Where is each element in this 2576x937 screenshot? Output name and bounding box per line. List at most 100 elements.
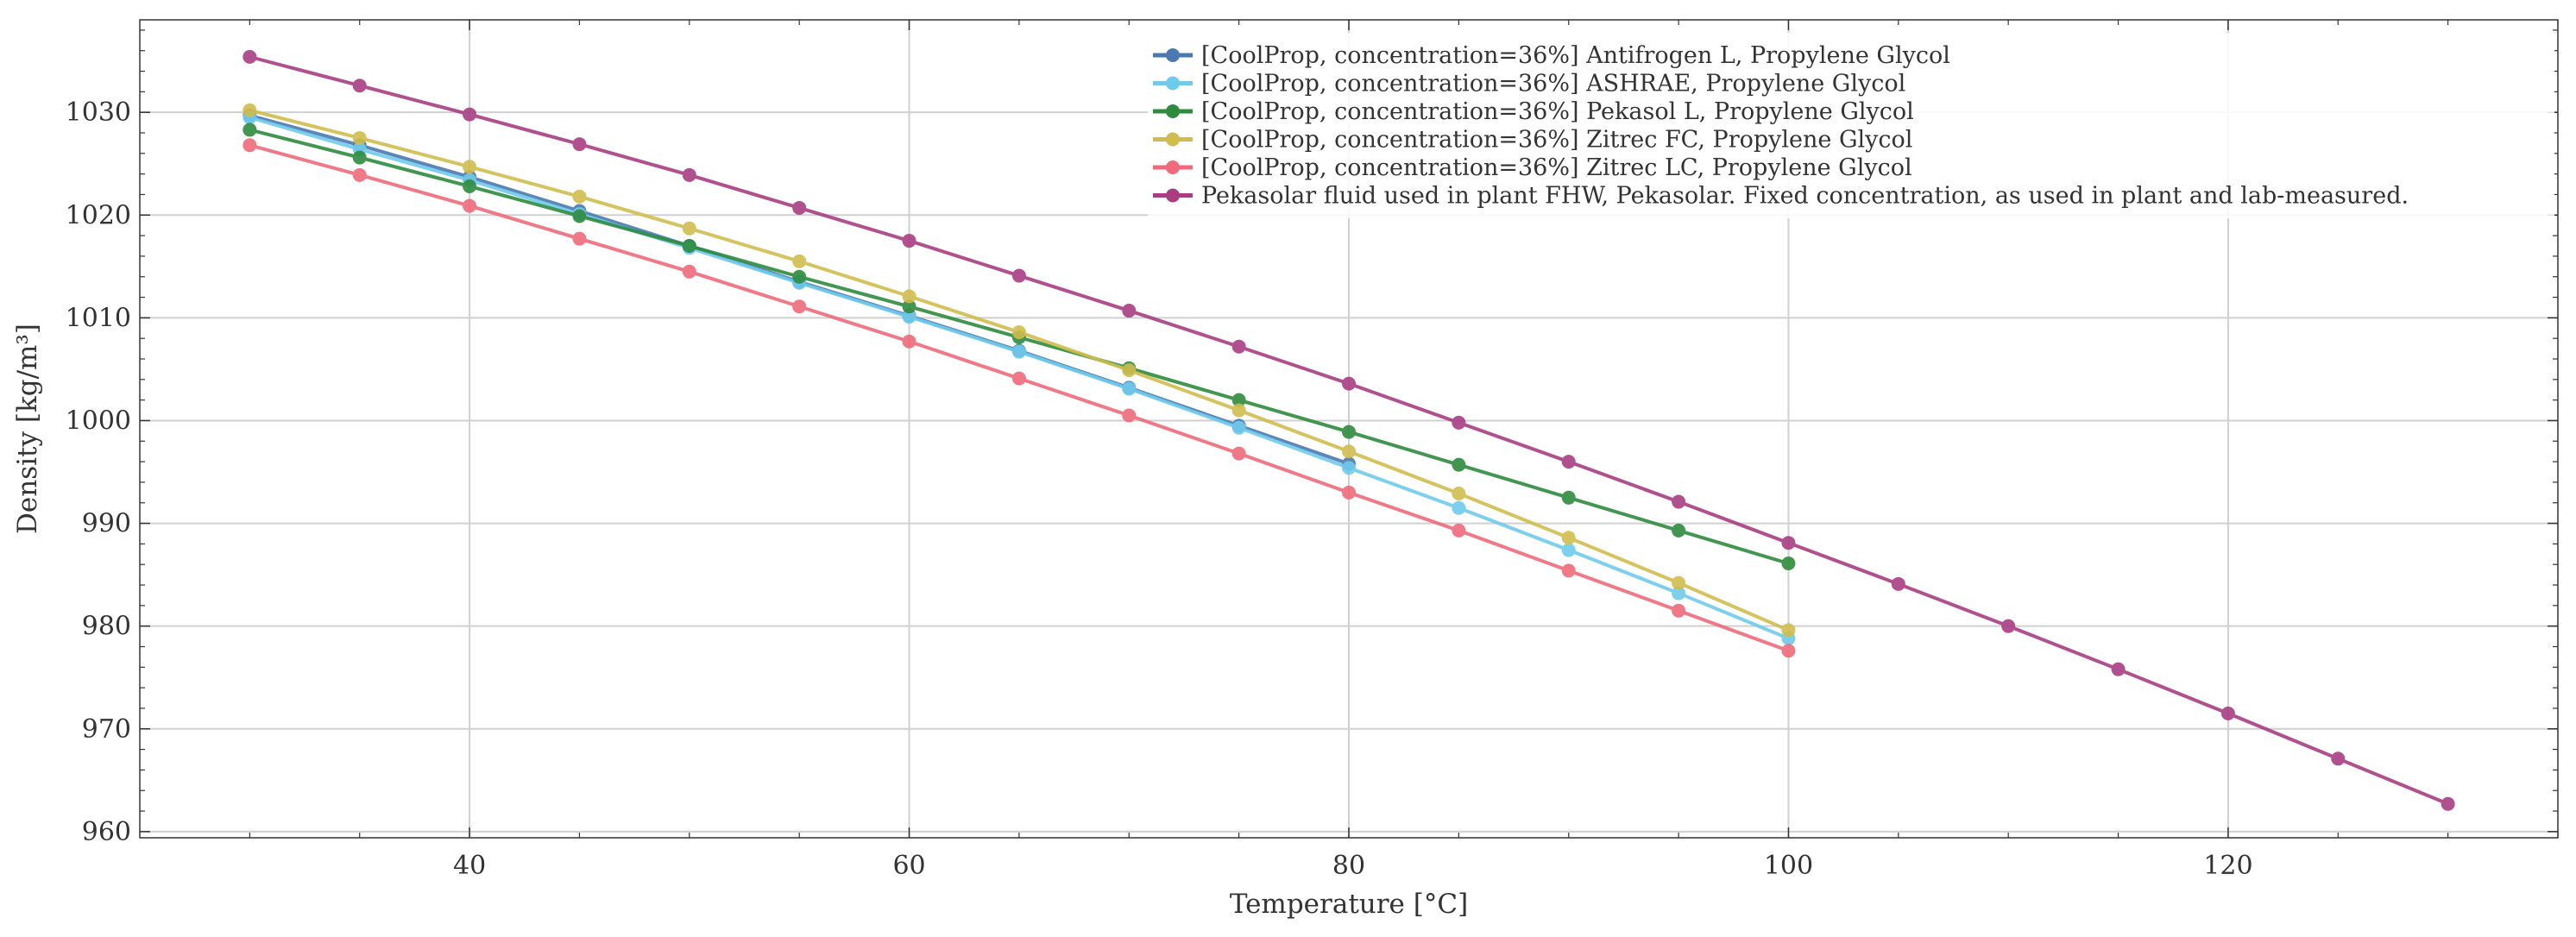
- legend-marker: [1166, 48, 1180, 62]
- data-point: [1672, 575, 1686, 590]
- series-layer: [242, 49, 2455, 811]
- legend-marker: [1166, 132, 1180, 147]
- legend-marker: [1166, 76, 1180, 91]
- x-tick-label: 60: [892, 851, 925, 881]
- data-point: [1561, 543, 1576, 557]
- y-tick-label: 1010: [66, 303, 131, 333]
- data-point: [352, 130, 367, 145]
- data-point: [463, 107, 477, 122]
- data-point: [682, 221, 696, 236]
- data-point: [792, 299, 807, 314]
- legend-label: [CoolProp, concentration=36%] Antifrogen…: [1201, 42, 1950, 69]
- data-point: [1011, 344, 1026, 359]
- data-point: [1231, 393, 1246, 407]
- data-point: [1342, 424, 1356, 439]
- y-tick-label: 1030: [66, 97, 131, 128]
- legend-box: [1148, 33, 2554, 218]
- data-point: [2331, 751, 2346, 766]
- data-point: [1561, 455, 1576, 469]
- series-line: [249, 143, 1790, 653]
- data-point: [1781, 644, 1796, 658]
- data-point: [242, 49, 257, 64]
- y-tick-label: 990: [82, 509, 131, 539]
- data-point: [1891, 576, 1905, 591]
- legend-marker: [1166, 104, 1180, 118]
- data-point: [1342, 376, 1356, 391]
- data-point: [572, 209, 587, 223]
- x-axis-label: Temperature [°C]: [1230, 889, 1468, 920]
- legend-label: Pekasolar fluid used in plant FHW, Pekas…: [1201, 183, 2409, 210]
- data-point: [1672, 603, 1686, 618]
- y-tick-label: 960: [82, 817, 131, 847]
- data-point: [902, 289, 916, 304]
- data-point: [902, 310, 916, 324]
- data-point: [1781, 557, 1796, 571]
- data-point: [2441, 796, 2455, 811]
- data-point: [682, 167, 696, 182]
- data-point: [1011, 371, 1026, 386]
- data-point: [1011, 268, 1026, 283]
- axis-ticks: 40 60 80 100 120 960 970 980 990 1000 1010 1020 1030: [66, 20, 2559, 881]
- data-point: [1452, 487, 1466, 501]
- series-3: [242, 103, 1796, 638]
- data-point: [463, 160, 477, 174]
- data-point: [1231, 446, 1246, 461]
- data-point: [1452, 523, 1466, 538]
- data-point: [1561, 563, 1576, 578]
- data-point: [2001, 619, 2016, 633]
- data-point: [1672, 494, 1686, 509]
- data-point: [1342, 444, 1356, 459]
- legend-marker: [1166, 160, 1180, 174]
- data-point: [352, 150, 367, 165]
- series-5: [242, 49, 2455, 811]
- data-point: [1781, 623, 1796, 638]
- x-tick-label: 100: [1764, 851, 1813, 881]
- data-point: [792, 200, 807, 215]
- data-point: [242, 123, 257, 137]
- data-point: [1672, 586, 1686, 601]
- data-point: [1122, 363, 1137, 378]
- y-axis-label: Density [kg/m³]: [12, 324, 43, 534]
- data-point: [463, 179, 477, 193]
- legend-marker: [1166, 188, 1180, 203]
- x-tick-label: 120: [2203, 851, 2252, 881]
- data-point: [572, 231, 587, 246]
- data-point: [1781, 536, 1796, 550]
- data-point: [792, 254, 807, 268]
- data-point: [792, 269, 807, 284]
- data-point: [572, 189, 587, 204]
- data-point: [352, 79, 367, 93]
- data-point: [902, 299, 916, 314]
- series-4: [242, 138, 1796, 658]
- data-point: [1452, 500, 1466, 515]
- x-tick-label: 40: [453, 851, 486, 881]
- data-point: [682, 239, 696, 254]
- data-point: [1122, 408, 1137, 423]
- y-tick-label: 970: [82, 714, 131, 745]
- data-point: [1231, 339, 1246, 354]
- data-point: [902, 334, 916, 349]
- data-point: [1231, 403, 1246, 418]
- data-point: [242, 103, 257, 117]
- data-point: [1452, 415, 1466, 430]
- data-point: [1452, 457, 1466, 472]
- data-point: [1122, 304, 1137, 318]
- data-point: [1561, 531, 1576, 545]
- data-point: [1342, 485, 1356, 500]
- data-point: [1672, 523, 1686, 538]
- data-point: [463, 198, 477, 213]
- data-point: [1561, 490, 1576, 505]
- data-point: [2111, 662, 2126, 676]
- data-point: [1231, 420, 1246, 435]
- x-tick-label: 80: [1332, 851, 1365, 881]
- data-point: [1122, 381, 1137, 396]
- legend-label: [CoolProp, concentration=36%] Zitrec FC,…: [1201, 127, 1912, 154]
- data-point: [1011, 325, 1026, 340]
- y-tick-label: 980: [82, 612, 131, 642]
- data-point: [352, 167, 367, 182]
- data-point: [242, 138, 257, 153]
- data-point: [572, 137, 587, 152]
- y-tick-label: 1000: [66, 406, 131, 436]
- data-point: [1342, 461, 1356, 475]
